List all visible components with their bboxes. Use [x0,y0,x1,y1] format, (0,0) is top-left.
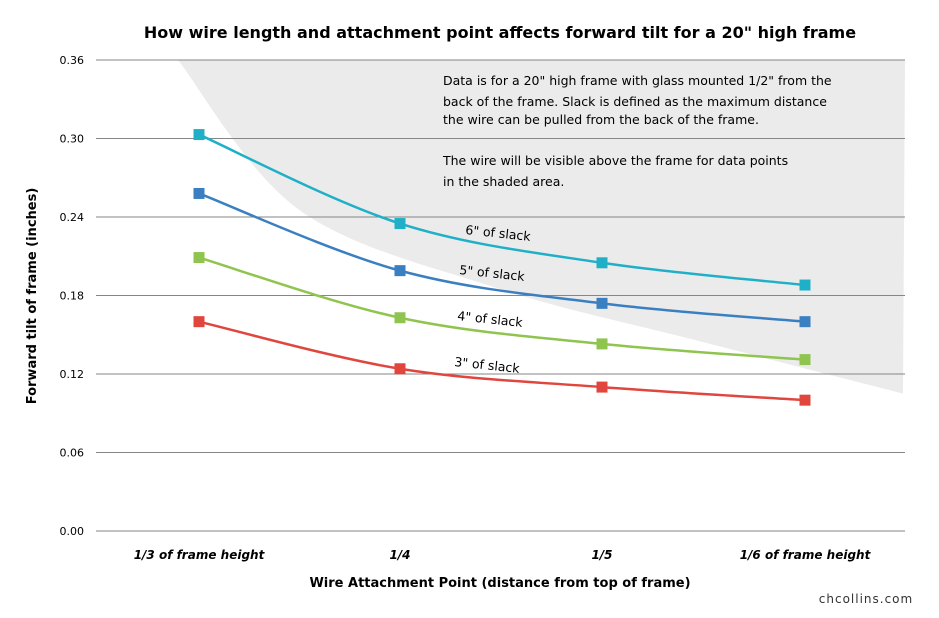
shaded-region-layer [96,60,905,394]
annotation-line-2: back of the frame. Slack is defined as t… [443,94,827,109]
annotation-box: Data is for a 20" high frame with glass … [442,73,832,189]
y-tick-labels: 0.00 0.06 0.12 0.18 0.24 0.30 0.36 [60,54,85,538]
series-label-4in: 4" of slack [457,308,524,330]
series-label-5in: 5" of slack [459,262,526,284]
series-label-3in: 3" of slack [454,354,521,376]
series-line [198,256,806,361]
y-tick-label: 0.12 [60,368,85,381]
x-category-label: 1/6 of frame height [740,548,872,562]
annotation-line-4: The wire will be visible above the frame… [442,153,788,168]
y-tick-label: 0.24 [60,211,85,224]
annotation-line-5: in the shaded area. [443,174,564,189]
y-tick-label: 0.36 [60,54,85,67]
shaded-visible-area [96,60,905,394]
credit-text: chcollins.com [819,592,913,606]
data-point-marker [799,354,811,366]
chart-title: How wire length and attachment point aff… [144,23,856,42]
series-line [198,320,806,402]
data-point-marker [394,265,406,277]
data-point-marker [394,218,406,230]
data-point-marker [596,257,608,269]
gridlines [96,59,905,532]
data-point-marker [193,129,205,141]
series-line [198,133,806,287]
x-axis-label: Wire Attachment Point (distance from top… [309,576,690,591]
series-2 [193,187,811,328]
data-point-marker [799,316,811,328]
annotation-line-1: Data is for a 20" high frame with glass … [443,73,832,88]
data-point-marker [193,252,205,264]
data-point-marker [193,316,205,328]
data-point-marker [193,187,205,199]
y-tick-label: 0.30 [60,133,85,146]
series-3 [193,252,811,366]
x-category-labels: 1/3 of frame height 1/4 1/5 1/6 of frame he… [134,548,872,562]
data-point-marker [596,381,608,393]
data-point-marker [394,312,406,324]
x-category-label: 1/3 of frame height [134,548,266,562]
series-label-6in: 6" of slack [465,222,532,244]
series-line [198,192,806,323]
x-category-label: 1/5 [591,548,612,562]
data-point-marker [596,338,608,350]
y-tick-label: 0.06 [60,447,85,460]
data-point-marker [394,363,406,375]
series-1 [193,129,811,291]
data-point-marker [799,279,811,291]
y-tick-label: 0.18 [60,290,85,303]
series-4 [193,316,811,406]
data-point-marker [799,394,811,406]
series-layer [193,129,811,406]
data-point-marker [596,297,608,309]
x-category-label: 1/4 [389,548,410,562]
y-axis-label: Forward tilt of frame (inches) [25,188,40,405]
annotation-line-3: the wire can be pulled from the back of … [443,112,759,127]
y-tick-label: 0.00 [60,525,85,538]
